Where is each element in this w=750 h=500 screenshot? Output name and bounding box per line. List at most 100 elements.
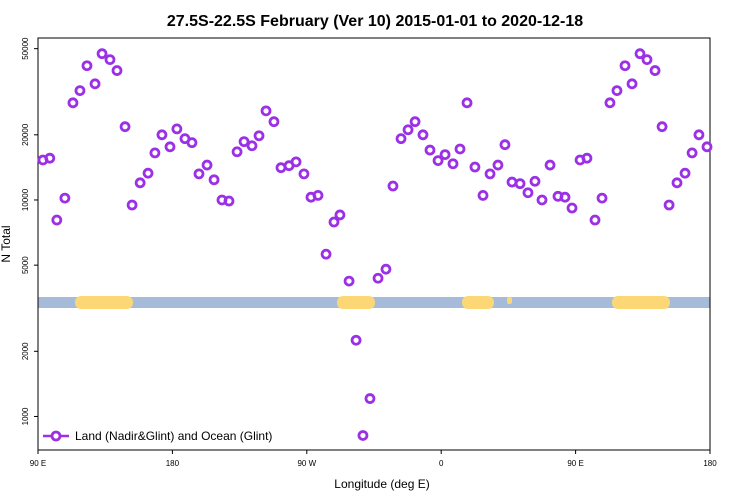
data-point xyxy=(111,65,123,76)
data-point xyxy=(298,168,310,180)
x-tick-label: 90 E xyxy=(30,459,46,468)
data-point xyxy=(663,199,675,211)
data-point xyxy=(364,393,376,404)
data-point xyxy=(492,159,504,171)
data-point xyxy=(634,48,646,60)
data-point xyxy=(619,60,631,72)
y-tick-label: 1000 xyxy=(21,407,30,425)
data-point xyxy=(51,214,63,226)
data-point xyxy=(268,116,280,128)
x-axis-label: Longitude (deg E) xyxy=(334,477,429,491)
data-point xyxy=(402,124,414,136)
data-point xyxy=(156,129,168,141)
x-tick-label: 180 xyxy=(166,459,180,468)
data-point xyxy=(334,209,346,221)
data-point xyxy=(439,149,451,161)
data-point xyxy=(522,187,534,199)
data-point xyxy=(134,177,146,189)
data-point xyxy=(611,85,623,97)
data-point xyxy=(380,263,392,275)
data-point xyxy=(581,152,593,164)
y-tick-label: 10000 xyxy=(21,188,30,211)
y-axis-label: N Total xyxy=(0,225,13,262)
x-tick-label: 180 xyxy=(703,459,717,468)
data-point xyxy=(484,168,496,180)
data-point xyxy=(260,105,272,117)
data-point xyxy=(514,178,526,190)
data-point xyxy=(417,129,429,141)
data-point xyxy=(447,158,459,170)
data-point xyxy=(387,180,399,192)
data-point xyxy=(201,159,213,171)
x-tick-label: 90 W xyxy=(297,459,316,468)
data-point xyxy=(96,48,108,60)
data-point xyxy=(171,123,183,135)
x-tick-label: 0 xyxy=(439,459,444,468)
data-point xyxy=(409,116,421,128)
data-point xyxy=(328,216,340,228)
data-point xyxy=(424,144,436,156)
data-point xyxy=(67,97,79,109)
y-tick-label: 50000 xyxy=(21,37,30,60)
data-point xyxy=(238,136,250,148)
data-point xyxy=(253,130,265,142)
data-point xyxy=(343,275,355,287)
land-ocean-band xyxy=(38,296,710,309)
y-tick-label: 5000 xyxy=(21,256,30,274)
legend-label: Land (Nadir&Glint) and Ocean (Glint) xyxy=(75,429,272,443)
data-point xyxy=(312,189,324,201)
data-point xyxy=(477,189,489,201)
data-point xyxy=(44,152,56,164)
data-point xyxy=(119,121,131,133)
data-point xyxy=(461,97,473,109)
data-point xyxy=(126,199,138,211)
data-point xyxy=(89,78,101,90)
data-point xyxy=(104,54,116,66)
data-point xyxy=(469,161,481,173)
data-point xyxy=(149,147,161,159)
data-point xyxy=(357,430,369,441)
data-point xyxy=(626,78,638,90)
data-point xyxy=(59,192,71,204)
x-tick-label: 90 E xyxy=(567,459,583,468)
data-point xyxy=(395,133,407,145)
chart-title: 27.5S-22.5S February (Ver 10) 2015-01-01… xyxy=(167,13,583,30)
data-point xyxy=(559,191,571,203)
plot-frame xyxy=(37,37,711,451)
data-point xyxy=(231,146,243,158)
data-point xyxy=(454,143,466,155)
data-point xyxy=(246,140,258,152)
data-point xyxy=(350,334,362,346)
data-point xyxy=(544,159,556,171)
data-point xyxy=(499,139,511,151)
data-point xyxy=(596,192,608,204)
data-point xyxy=(686,147,698,159)
data-point xyxy=(679,167,691,179)
data-point xyxy=(649,65,661,76)
data-point xyxy=(164,141,176,153)
data-point xyxy=(701,141,713,153)
data-point xyxy=(290,156,302,168)
data-point xyxy=(81,60,93,72)
data-point xyxy=(589,214,601,226)
data-point xyxy=(536,194,548,206)
data-point xyxy=(223,195,235,207)
data-point xyxy=(693,129,705,141)
data-point xyxy=(74,85,86,97)
data-point xyxy=(656,121,668,133)
data-point xyxy=(186,137,198,149)
data-point xyxy=(529,175,541,187)
data-point xyxy=(320,248,332,260)
y-tick-label: 20000 xyxy=(21,123,30,146)
data-point xyxy=(142,167,154,179)
data-point xyxy=(506,176,518,188)
data-point xyxy=(604,97,616,109)
data-point xyxy=(372,272,384,284)
legend-marker xyxy=(50,430,62,442)
data-point xyxy=(432,155,444,167)
data-point xyxy=(671,177,683,189)
y-tick-label: 2000 xyxy=(21,342,30,360)
data-point xyxy=(208,174,220,186)
